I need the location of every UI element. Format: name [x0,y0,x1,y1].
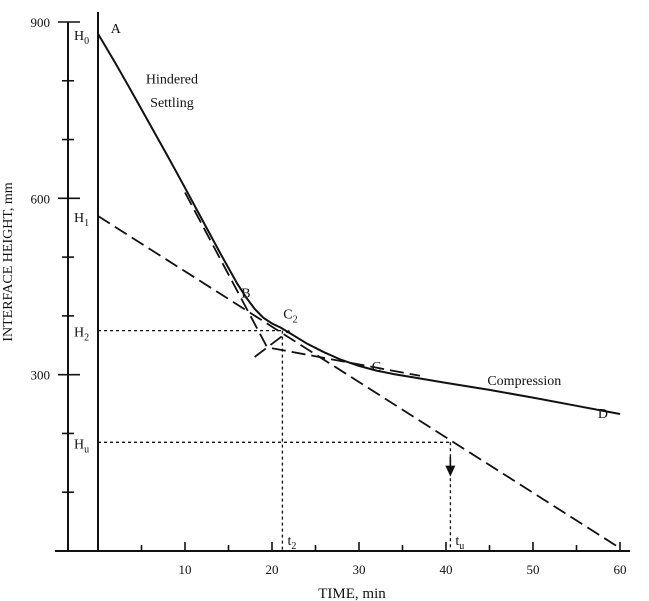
lines-layer [97,33,621,551]
t-label: t2 [287,534,296,552]
series-line-5 [271,347,421,377]
arrow-head [445,465,456,477]
annotation-3: Compression [487,374,561,389]
y-tick-label: 900 [31,15,51,30]
x-tick-label: 20 [266,562,279,577]
x-tick-label: 40 [440,562,453,577]
x-tick-label: 60 [614,562,627,577]
t-label: tu [455,534,464,552]
x-tick-label: 10 [179,562,192,577]
point-label: A [111,22,122,37]
text-layer: 300 600 900 10 20 30 40 50 60 A B C D Hindered Settlin… [31,15,627,577]
series-line-1 [97,33,621,415]
x-tick-label: 50 [527,562,540,577]
h-label: Hu [74,437,89,455]
h-label: H0 [74,29,89,47]
series-line-3 [184,192,269,349]
c2-label: C2 [283,308,297,326]
axes-layer [55,12,630,552]
y-tick-label: 300 [31,368,51,383]
point-label: B [241,286,250,301]
h-label: H2 [74,326,89,344]
point-label: C [372,360,381,375]
h-label: H1 [74,211,89,229]
point-label: D [598,407,608,422]
y-tick-label: 600 [31,191,51,206]
annotation-1: Hindered [146,73,198,88]
y-axis-title: INTERFACE HEIGHT, mm [1,182,16,341]
x-tick-label: 30 [353,562,366,577]
series-line-4 [254,329,290,358]
annotation-2: Settling [150,96,194,111]
series-line-2 [97,215,621,549]
x-axis-title: TIME, min [318,586,386,601]
